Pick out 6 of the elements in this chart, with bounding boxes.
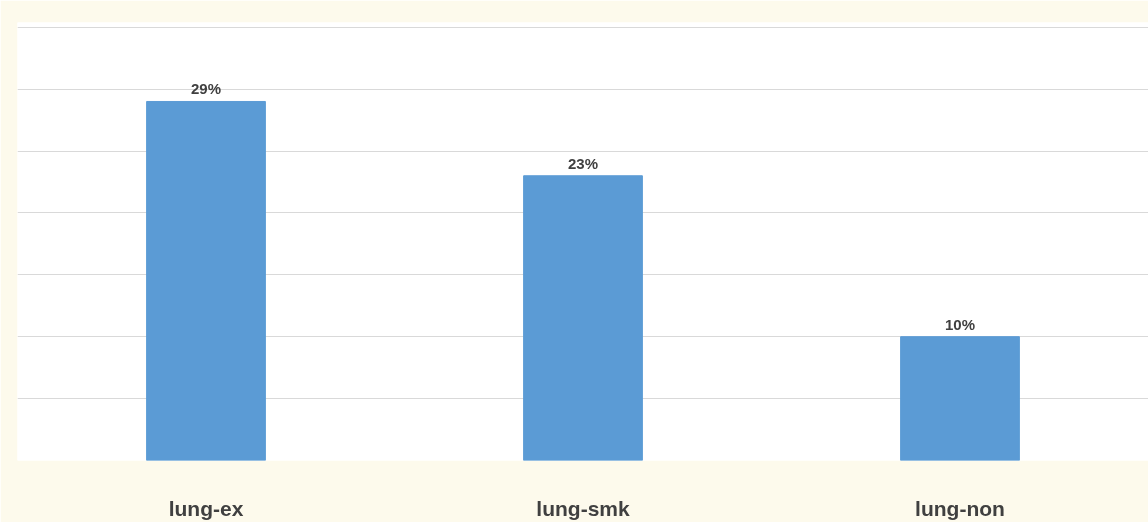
data-label: 29% [190, 80, 222, 98]
x-tick-label: lung-smk [536, 496, 630, 520]
x-tick-label: lung-ex [168, 496, 244, 520]
data-label: 23% [567, 154, 599, 172]
x-tick-label: lung-non [915, 496, 1005, 520]
data-label: 10% [944, 315, 976, 333]
